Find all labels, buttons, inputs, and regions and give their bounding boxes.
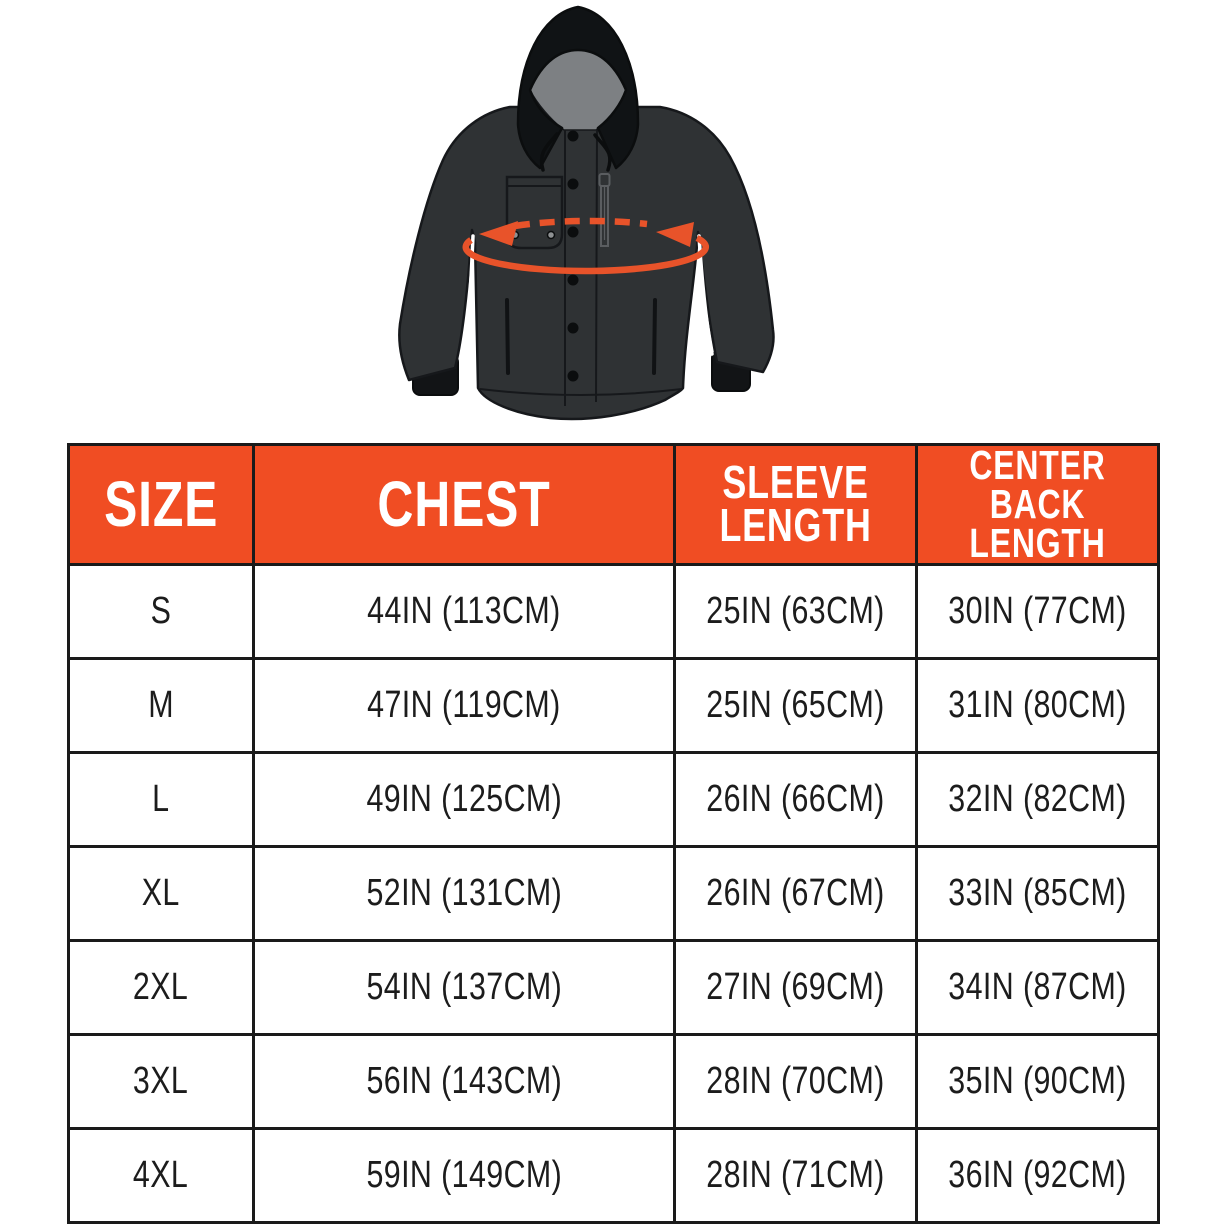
jacket-hood	[516, 5, 640, 170]
center-back-length-cell: 32IN (82CM)	[915, 750, 1160, 848]
center-back-length-cell: 34IN (87CM)	[915, 938, 1160, 1036]
sleeve-length-cell-value: 27IN (69CM)	[706, 965, 885, 1008]
chest-cell-value: 56IN (143CM)	[366, 1059, 562, 1102]
center-back-length-cell-value: 30IN (77CM)	[948, 589, 1127, 632]
jacket-svg	[398, 5, 775, 421]
size-cell: M	[67, 656, 255, 754]
column-header-sleeve-length: SLEEVE LENGTH	[673, 443, 918, 566]
column-header-chest: CHEST	[252, 443, 676, 566]
table-row: 2XL 54IN (137CM) 27IN (69CM) 34IN (87CM)	[67, 938, 1160, 1036]
table-row: S 44IN (113CM) 25IN (63CM) 30IN (77CM)	[67, 562, 1160, 660]
button-placket	[564, 127, 598, 406]
center-back-length-cell: 35IN (90CM)	[915, 1032, 1160, 1130]
sleeve-length-cell: 25IN (63CM)	[673, 562, 918, 660]
sleeve-length-cell-value: 28IN (71CM)	[706, 1153, 885, 1196]
sleeve-length-cell-value: 28IN (70CM)	[706, 1059, 885, 1102]
size-chart-table: SIZE CHEST SLEEVE LENGTH CENTER BACK LEN…	[67, 443, 1160, 1224]
sleeve-length-cell: 27IN (69CM)	[673, 938, 918, 1036]
size-cell-value: 4XL	[133, 1153, 189, 1196]
chest-cell-value: 47IN (119CM)	[367, 683, 561, 726]
sleeve-length-cell: 25IN (65CM)	[673, 656, 918, 754]
table-row: M 47IN (119CM) 25IN (65CM) 31IN (80CM)	[67, 656, 1160, 754]
sleeve-length-cell-value: 26IN (67CM)	[706, 871, 885, 914]
center-back-length-cell-value: 35IN (90CM)	[948, 1059, 1127, 1102]
measure-arrowhead-right	[656, 222, 694, 247]
sleeve-length-cell: 28IN (71CM)	[673, 1126, 918, 1224]
chest-cell-value: 54IN (137CM)	[366, 965, 562, 1008]
size-cell: L	[67, 750, 255, 848]
measure-arrowhead-left	[479, 221, 518, 246]
sleeve-length-cell: 28IN (70CM)	[673, 1032, 918, 1130]
size-cell-value: S	[150, 589, 172, 632]
size-cell-value: XL	[141, 871, 180, 914]
chest-cell: 44IN (113CM)	[252, 562, 676, 660]
size-cell: 4XL	[67, 1126, 255, 1224]
size-cell: XL	[67, 844, 255, 942]
sleeve-length-cell-value: 25IN (63CM)	[706, 589, 885, 632]
hand-pocket-slits	[505, 298, 657, 375]
column-header-center-back-length: CENTER BACK LENGTH	[915, 442, 1160, 566]
sleeve-length-cell: 26IN (67CM)	[673, 844, 918, 942]
size-cell-value: M	[148, 683, 174, 726]
chest-cell: 56IN (143CM)	[252, 1032, 676, 1130]
measure-arc-back-dashed	[514, 217, 648, 230]
chest-cell-value: 44IN (113CM)	[367, 589, 561, 632]
size-chart-header: SIZE CHEST SLEEVE LENGTH CENTER BACK LEN…	[67, 442, 1160, 566]
column-header-size: SIZE	[67, 443, 255, 566]
center-back-length-cell-value: 31IN (80CM)	[948, 683, 1127, 726]
size-cell-value: 3XL	[133, 1059, 189, 1102]
size-chart-body: S 44IN (113CM) 25IN (63CM) 30IN (77CM) M 47IN…	[67, 562, 1160, 1224]
chest-cell-value: 52IN (131CM)	[366, 871, 562, 914]
chest-cell: 54IN (137CM)	[252, 938, 676, 1036]
chest-cell: 49IN (125CM)	[252, 750, 676, 848]
table-row: 3XL 56IN (143CM) 28IN (70CM) 35IN (90CM)	[67, 1032, 1160, 1130]
center-back-length-cell-value: 33IN (85CM)	[948, 871, 1127, 914]
size-cell-value: 2XL	[133, 965, 189, 1008]
column-header-center-back-length-label: CENTER BACK LENGTH	[969, 442, 1106, 566]
chest-cell-value: 59IN (149CM)	[366, 1153, 562, 1196]
center-back-length-cell: 30IN (77CM)	[915, 562, 1160, 660]
chest-cell: 59IN (149CM)	[252, 1126, 676, 1224]
measure-arc-front-solid	[462, 235, 709, 275]
center-back-length-cell: 36IN (92CM)	[915, 1126, 1160, 1224]
table-row: XL 52IN (131CM) 26IN (67CM) 33IN (85CM)	[67, 844, 1160, 942]
header-row: SIZE CHEST SLEEVE LENGTH CENTER BACK LEN…	[67, 442, 1160, 566]
buttons	[567, 130, 579, 382]
sleeve-length-cell: 26IN (66CM)	[673, 750, 918, 848]
right-arm-seam	[697, 234, 714, 356]
center-back-length-cell-value: 36IN (92CM)	[948, 1153, 1127, 1196]
table-row: L 49IN (125CM) 26IN (66CM) 32IN (82CM)	[67, 750, 1160, 848]
hem-seam	[479, 388, 683, 396]
column-header-size-label: SIZE	[103, 468, 219, 540]
chest-pocket	[505, 175, 564, 250]
size-cell: S	[67, 562, 255, 660]
chest-measurement-arrow	[462, 217, 709, 275]
jacket-illustration	[385, 2, 785, 428]
center-back-length-cell: 33IN (85CM)	[915, 844, 1160, 942]
jacket-body	[398, 105, 775, 421]
sleeve-length-cell-value: 26IN (66CM)	[706, 777, 885, 820]
sleeve-length-cell-value: 25IN (65CM)	[706, 683, 885, 726]
size-cell: 3XL	[67, 1032, 255, 1130]
table-row: 4XL 59IN (149CM) 28IN (71CM) 36IN (92CM)	[67, 1126, 1160, 1224]
size-cell-value: L	[152, 777, 170, 820]
column-header-chest-label: CHEST	[377, 468, 551, 540]
left-arm-seam	[463, 234, 475, 354]
chest-cell: 52IN (131CM)	[252, 844, 676, 942]
column-header-sleeve-length-label: SLEEVE LENGTH	[719, 455, 872, 552]
center-back-length-cell-value: 34IN (87CM)	[948, 965, 1127, 1008]
chest-cell: 47IN (119CM)	[252, 656, 676, 754]
chest-cell-value: 49IN (125CM)	[366, 777, 562, 820]
chest-zipper	[598, 173, 611, 247]
size-cell: 2XL	[67, 938, 255, 1036]
center-back-length-cell-value: 32IN (82CM)	[948, 777, 1127, 820]
hood-drawstrings	[539, 132, 612, 172]
center-back-length-cell: 31IN (80CM)	[915, 656, 1160, 754]
